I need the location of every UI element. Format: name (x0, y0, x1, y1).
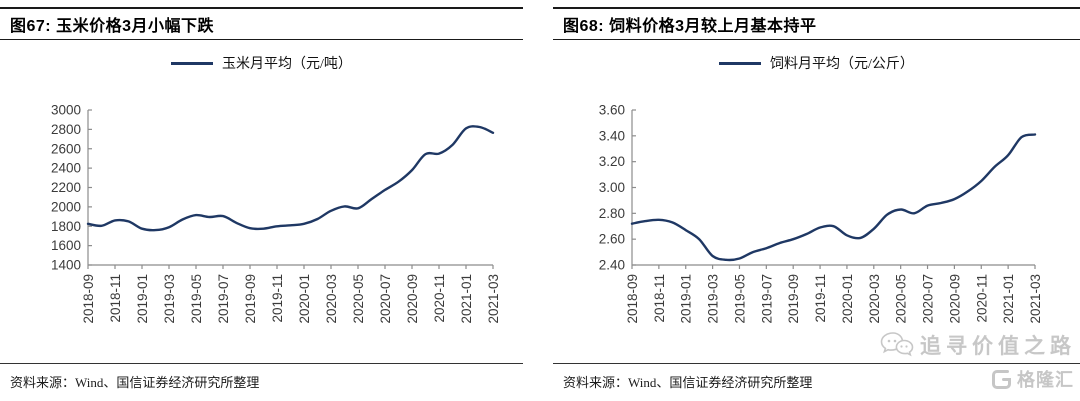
y-tick-label: 3.60 (599, 103, 625, 118)
x-tick-label: 2019-03 (162, 274, 177, 324)
x-tick-label: 2019-01 (135, 274, 150, 324)
y-tick-label: 2800 (51, 122, 81, 137)
figure-title-corn: 图67: 玉米价格3月小幅下跌 (0, 7, 523, 40)
y-tick-label: 2400 (51, 161, 81, 176)
x-tick-label: 2020-05 (894, 274, 909, 324)
legend-label: 玉米月平均（元/吨） (222, 57, 352, 72)
legend-label: 饲料月平均（元/公斤） (770, 57, 914, 72)
x-tick-label: 2021-03 (486, 274, 501, 324)
y-tick-label: 2600 (51, 141, 81, 156)
y-tick-label: 2.40 (599, 258, 625, 273)
x-tick-label: 2018-11 (652, 274, 667, 323)
x-tick-label: 2019-01 (679, 274, 694, 324)
x-tick-label: 2020-03 (324, 274, 339, 324)
y-tick-label: 3.20 (599, 154, 625, 169)
x-tick-label: 2018-09 (625, 274, 640, 324)
y-tick-label: 2.60 (599, 232, 625, 247)
y-tick-label: 3000 (51, 103, 81, 118)
x-tick-label: 2020-11 (974, 274, 989, 323)
legend-corn: 玉米月平均（元/吨） (0, 40, 523, 86)
x-tick-label: 2019-09 (786, 274, 801, 324)
legend-line-marker (719, 61, 762, 65)
x-tick-label: 2020-09 (947, 274, 962, 324)
y-tick-label: 1600 (51, 238, 81, 253)
figure-panel-corn: 图67: 玉米价格3月小幅下跌 玉米月平均（元/吨） 3000 2800 2600 2… (0, 0, 523, 401)
x-tick-label: 2019-05 (732, 274, 747, 324)
x-tick-label: 2020-09 (405, 274, 420, 324)
legend-line-marker (171, 61, 214, 65)
source-note-corn: 资料来源：Wind、国信证券经济研究所整理 (0, 363, 523, 401)
x-tick-label: 2020-03 (867, 274, 882, 324)
x-tick-label: 2019-05 (189, 274, 204, 324)
y-tick-label: 1400 (51, 258, 81, 273)
x-tick-label: 2021-03 (1028, 274, 1043, 324)
x-tick-label: 2020-07 (378, 274, 393, 324)
legend-feed: 饲料月平均（元/公斤） (553, 40, 1080, 86)
figure-title-feed: 图68: 饲料价格3月较上月基本持平 (553, 7, 1080, 40)
y-tick-label: 2.80 (599, 206, 625, 221)
y-tick-label: 2200 (51, 180, 81, 195)
x-tick-label: 2020-07 (921, 274, 936, 324)
x-tick-label: 2020-05 (351, 274, 366, 324)
x-tick-label: 2020-11 (432, 274, 447, 323)
x-tick-label: 2019-07 (759, 274, 774, 324)
x-tick-label: 2019-11 (813, 274, 828, 323)
x-tick-label: 2019-03 (706, 274, 721, 324)
x-tick-label: 2019-07 (216, 274, 231, 324)
corn-price-chart: 3000280026002400220020001800160014002018… (51, 103, 501, 324)
x-tick-label: 2019-09 (243, 274, 258, 324)
x-tick-label: 2020-01 (297, 274, 312, 324)
x-tick-label: 2021-01 (1001, 274, 1016, 324)
y-tick-label: 3.00 (599, 180, 625, 195)
y-tick-label: 2000 (51, 199, 81, 214)
y-tick-label: 1800 (51, 219, 81, 234)
series-line (86, 125, 495, 232)
figure-panel-feed: 图68: 饲料价格3月较上月基本持平 饲料月平均（元/公斤） 3.60 3.40 3… (553, 0, 1080, 401)
x-tick-label: 2020-01 (840, 274, 855, 324)
source-note-feed: 资料来源：Wind、国信证券经济研究所整理 (553, 363, 1080, 401)
x-tick-label: 2019-11 (270, 274, 285, 323)
series-line (630, 133, 1037, 262)
x-tick-label: 2018-09 (81, 274, 96, 324)
y-tick-label: 3.40 (599, 128, 625, 143)
x-tick-label: 2021-01 (459, 274, 474, 324)
x-tick-label: 2018-11 (108, 274, 123, 323)
